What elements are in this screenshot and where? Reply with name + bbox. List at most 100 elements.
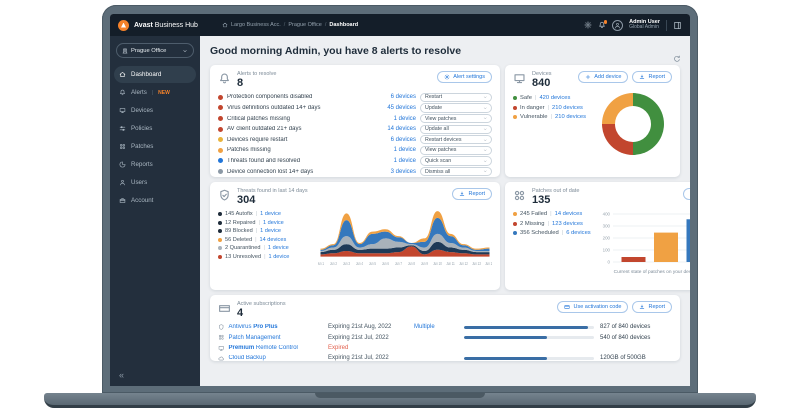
credit-card-icon <box>219 305 230 312</box>
breadcrumb-item[interactable]: Prague Office <box>288 22 322 28</box>
alert-devices-link[interactable]: 6 devices <box>390 136 416 143</box>
legend-value-link[interactable]: 210 devices <box>555 114 586 121</box>
user-menu[interactable]: Admin User Global Admin <box>629 19 660 31</box>
sidebar-item-patches[interactable]: Patches <box>114 138 196 155</box>
threats-report-button[interactable]: Report <box>452 188 492 200</box>
alert-devices-link[interactable]: 6 devices <box>390 94 416 101</box>
alert-action-select[interactable]: Update all <box>420 124 492 134</box>
subscription-name-link[interactable]: Antivirus Pro Plus <box>218 324 322 331</box>
patches-chart-svg: 0 100 200 300 400 <box>602 212 690 265</box>
legend-count: 56 Deleted <box>225 236 253 243</box>
threats-legend-item: 56 Deleted | 14 devices <box>218 237 314 243</box>
alert-action-select[interactable]: View patches <box>420 113 492 124</box>
legend-value-link[interactable]: 14 devices <box>259 236 287 243</box>
alert-devices-link[interactable]: 1 device <box>393 157 416 164</box>
subscription-name-link[interactable]: Cloud Backup <box>218 355 322 362</box>
legend-dot-icon <box>513 212 517 217</box>
chevron-icon <box>483 139 486 141</box>
use-activation-code-button[interactable]: Use activation code <box>557 301 629 313</box>
alerts-count: 8 <box>237 77 244 89</box>
legend-value-link[interactable]: 1 device <box>268 254 290 261</box>
legend-value-link[interactable]: 1 device <box>260 211 281 218</box>
breadcrumb-separator: / <box>324 22 327 28</box>
refresh-icon[interactable] <box>673 55 681 63</box>
sidebar-item-account[interactable]: Account <box>114 192 196 209</box>
alert-row: Device connection lost 14+ days 3 device… <box>218 166 492 177</box>
settings-gear-icon[interactable] <box>584 21 592 29</box>
threats-card: Threats found in last 14 days 304 Report <box>210 182 500 290</box>
breadcrumb-separator: / <box>283 22 286 28</box>
user-name: Admin User <box>629 18 660 25</box>
x-axis-label: Jun 13 <box>472 260 481 266</box>
legend-value-link[interactable]: 1 device <box>267 245 289 252</box>
legend-dot-icon <box>513 231 517 236</box>
notifications-bell-icon[interactable] <box>598 20 608 29</box>
legend-value-link[interactable]: 123 devices <box>552 220 583 227</box>
add-device-button[interactable]: Add device <box>578 71 629 83</box>
legend-value-link[interactable]: 420 devices <box>539 95 571 102</box>
sidebar-item-policies[interactable]: Policies <box>114 120 196 137</box>
sidebar-item-dashboard[interactable]: Dashboard <box>114 66 196 83</box>
user-avatar[interactable] <box>612 19 624 31</box>
alert-action-select[interactable]: View patches <box>420 145 492 155</box>
alert-action-select[interactable]: Quick scan <box>420 156 492 166</box>
alert-action-select[interactable]: Update <box>420 103 492 113</box>
subscriptions-report-button[interactable]: Report <box>632 301 672 313</box>
legend-separator: | <box>255 211 258 218</box>
alert-devices-link[interactable]: 45 devices <box>387 104 416 111</box>
sidebar-item-reports[interactable]: Reports <box>114 156 196 173</box>
subscription-name-link[interactable]: Premium Remote Control <box>218 345 322 352</box>
legend-dot-icon <box>513 115 517 120</box>
devices-legend-item: In danger | 210 devices <box>513 105 586 111</box>
legend-value-link[interactable]: 6 devices <box>566 230 591 237</box>
org-selector[interactable]: Prague Office <box>116 43 194 58</box>
alert-label: Protection components disabled <box>227 94 313 101</box>
patches-icon <box>514 190 525 201</box>
monitor-icon <box>119 108 126 113</box>
sidebar-collapse-button[interactable]: « <box>119 370 125 380</box>
alert-action-select[interactable]: Restart devices <box>420 135 492 145</box>
devices-report-button[interactable]: Report <box>632 71 672 83</box>
alert-devices-link[interactable]: 1 device <box>393 147 416 154</box>
breadcrumb-item[interactable]: Largo Business Acc. <box>230 22 281 28</box>
alert-action-select[interactable]: Restart <box>420 92 492 102</box>
alert-settings-button[interactable]: Alert settings <box>437 71 492 83</box>
alert-devices-link[interactable]: 3 devices <box>390 168 416 175</box>
alert-row: Protection components disabled 6 devices… <box>218 92 492 103</box>
legend-value-link[interactable]: 14 devices <box>554 211 583 218</box>
area-series-blocked <box>320 241 490 255</box>
sidebar-item-users[interactable]: Users <box>114 174 196 191</box>
sidebar-item-devices[interactable]: Devices <box>114 102 196 119</box>
patches-count: 135 <box>532 194 551 206</box>
legend-count: 245 Failed <box>520 211 548 218</box>
legend-value-link[interactable]: 1 device <box>262 219 284 226</box>
alert-devices-link[interactable]: 14 devices <box>387 126 416 133</box>
user-icon <box>120 180 125 186</box>
x-axis-label: Jun 12 <box>459 260 468 266</box>
subscription-name-link[interactable]: Patch Management <box>218 334 322 341</box>
alert-devices-link[interactable]: 1 device <box>393 115 416 122</box>
sidebar-item-alerts[interactable]: Alerts | NEW <box>114 84 196 101</box>
legend-value-link[interactable]: 210 devices <box>552 104 583 111</box>
subscriptions-card-title: Active subscriptions <box>237 301 286 307</box>
devices-legend: Safe | 420 devices In danger | 210 devic… <box>513 95 586 155</box>
patches-bar-chart: 0 100 200 300 400 Current state of patches o… <box>591 209 690 275</box>
plus-icon <box>586 74 591 80</box>
legend-value-link[interactable]: 1 device <box>260 228 281 235</box>
devices-donut-chart <box>602 93 664 156</box>
person-icon <box>615 22 620 28</box>
alert-label: Device connection lost 14+ days <box>227 168 314 175</box>
alert-label: Patches missing <box>227 147 271 154</box>
x-axis-label: Jun 2 <box>330 260 337 266</box>
help-panel-icon[interactable] <box>673 21 682 30</box>
subscription-multiple-link[interactable]: Multiple <box>414 324 435 331</box>
alert-status-icon <box>218 116 223 122</box>
patches-report-button[interactable]: Report <box>683 188 690 200</box>
bell-icon <box>120 89 125 96</box>
alert-label: Threats found and resolved <box>227 157 301 164</box>
legend-count: 12 Repaired <box>225 219 256 226</box>
patches-legend-item: 2 Missing | 123 devices <box>513 221 591 227</box>
alert-action-select[interactable]: Dismiss all <box>420 166 492 177</box>
y-axis-label: 300 <box>602 224 610 229</box>
subscription-usage-text: 827 of 840 devices <box>600 324 651 331</box>
